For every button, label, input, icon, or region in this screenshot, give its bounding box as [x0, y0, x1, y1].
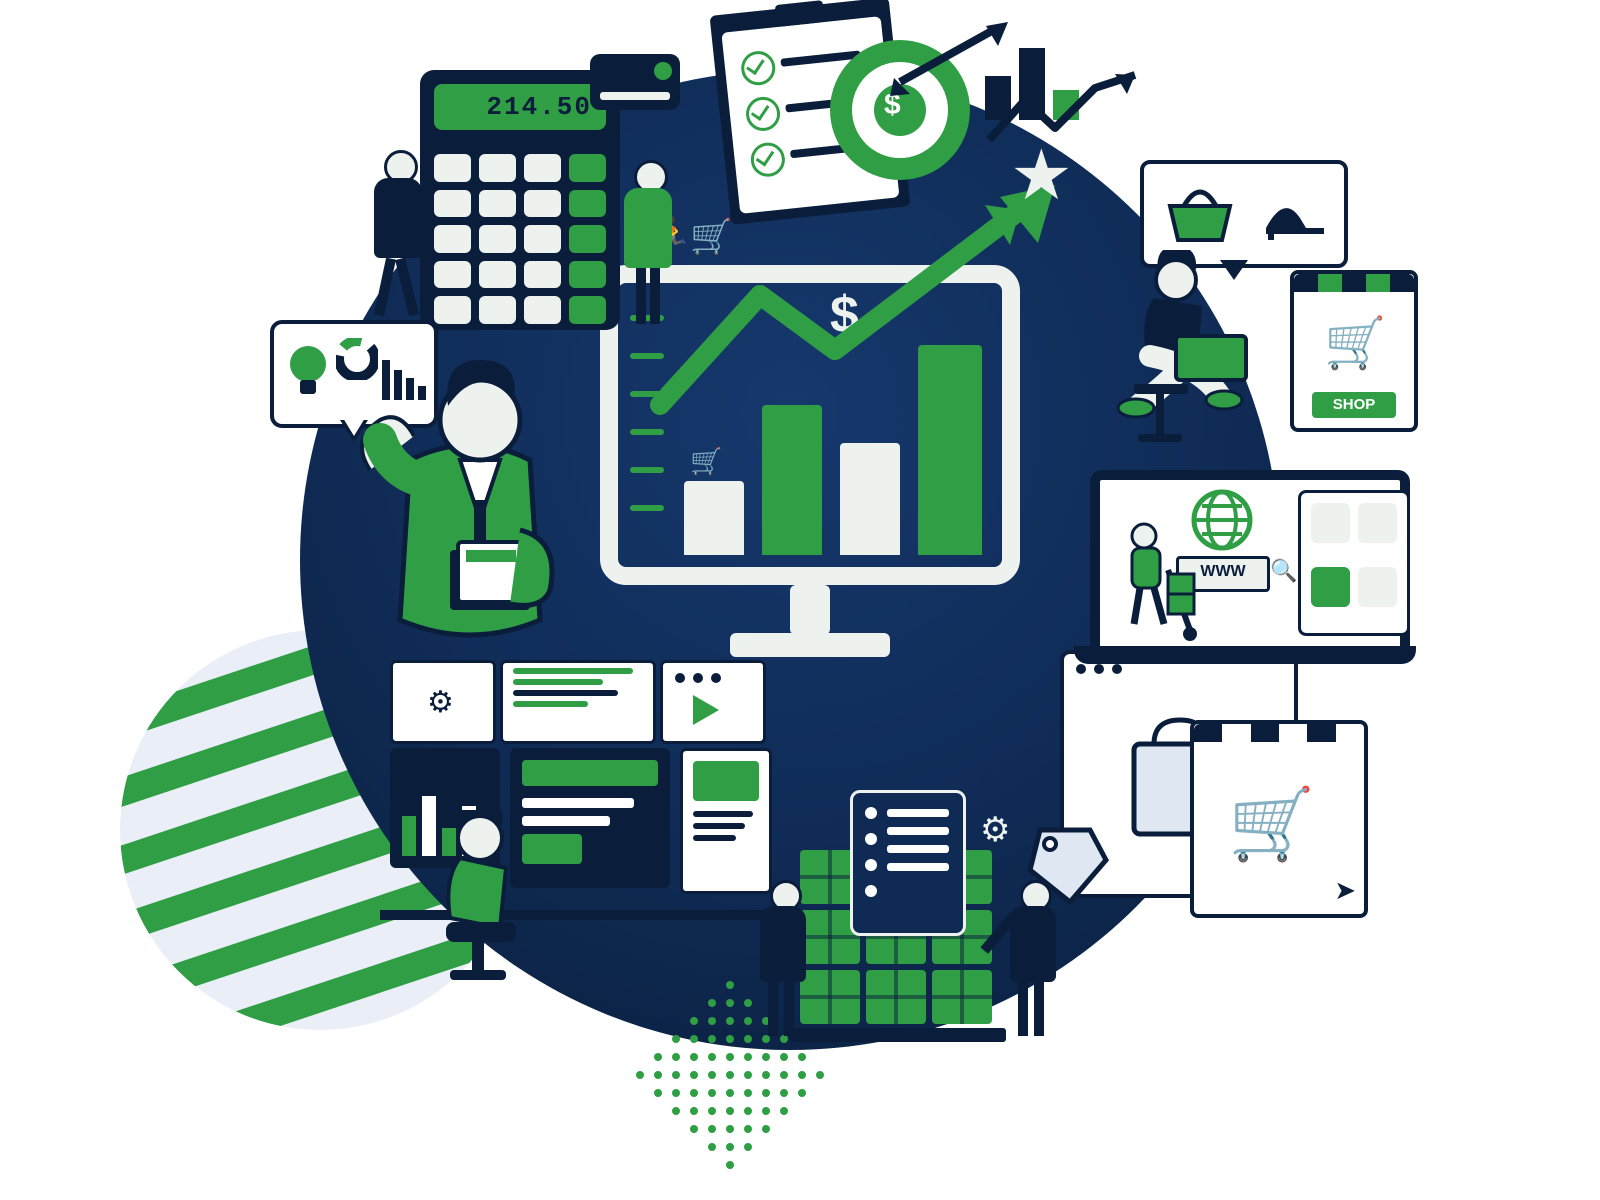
- shopping-cart-icon: 🛒: [1324, 314, 1386, 373]
- task-list-panel: [850, 790, 966, 936]
- dashboard-workspace: ⚙: [380, 660, 780, 990]
- target-icon: $: [830, 40, 970, 180]
- cursor-icon: ➤: [1334, 875, 1356, 906]
- warehouse-group: ⚙: [730, 790, 1070, 1060]
- ecommerce-laptop: WWW 🔍: [1080, 470, 1410, 690]
- lightbulb-icon: [284, 342, 332, 402]
- person-left-icon: [360, 150, 440, 320]
- heels-icon: [1260, 188, 1330, 244]
- search-icon: 🔍: [1270, 558, 1297, 584]
- shop-label: SHOP: [1312, 392, 1396, 418]
- gear-icon: ⚙: [427, 685, 454, 720]
- monitor-stand: [790, 585, 830, 635]
- businessman-illustration: [340, 350, 590, 690]
- chart-bar-3: [840, 443, 900, 555]
- mini-cart-icon: 🛒: [690, 446, 722, 477]
- gear-icon: ⚙: [980, 810, 1010, 850]
- calculator-body: 214.50: [420, 70, 620, 330]
- product-grid: [1298, 490, 1410, 636]
- shopper-person-icon: [1090, 250, 1290, 450]
- calculator-group: 214.50: [380, 60, 670, 360]
- star-icon: ★: [1010, 140, 1073, 210]
- handbag-icon: [1160, 180, 1240, 246]
- growth-arrow-icon: [650, 185, 1070, 445]
- worker-left-icon: [750, 880, 820, 1040]
- analyst-person-icon: [420, 810, 570, 990]
- calculator-display: 214.50: [434, 84, 606, 130]
- play-icon: [693, 695, 719, 725]
- chart-bar-1: [684, 481, 744, 555]
- monitor-base: [730, 633, 890, 657]
- ecommerce-browser: 🛒 ➤: [1060, 650, 1360, 940]
- shopping-cart-icon: 🛒: [1228, 784, 1315, 866]
- mini-shop-icon: 🛒 SHOP: [1290, 270, 1418, 432]
- calculator-keys: [420, 144, 620, 338]
- person-right-icon: [610, 160, 690, 330]
- price-tag-icon: [1020, 820, 1110, 910]
- storefront-icon: 🛒 ➤: [1190, 720, 1368, 918]
- courier-icon: [1110, 520, 1200, 650]
- credit-card-icon: [590, 54, 680, 110]
